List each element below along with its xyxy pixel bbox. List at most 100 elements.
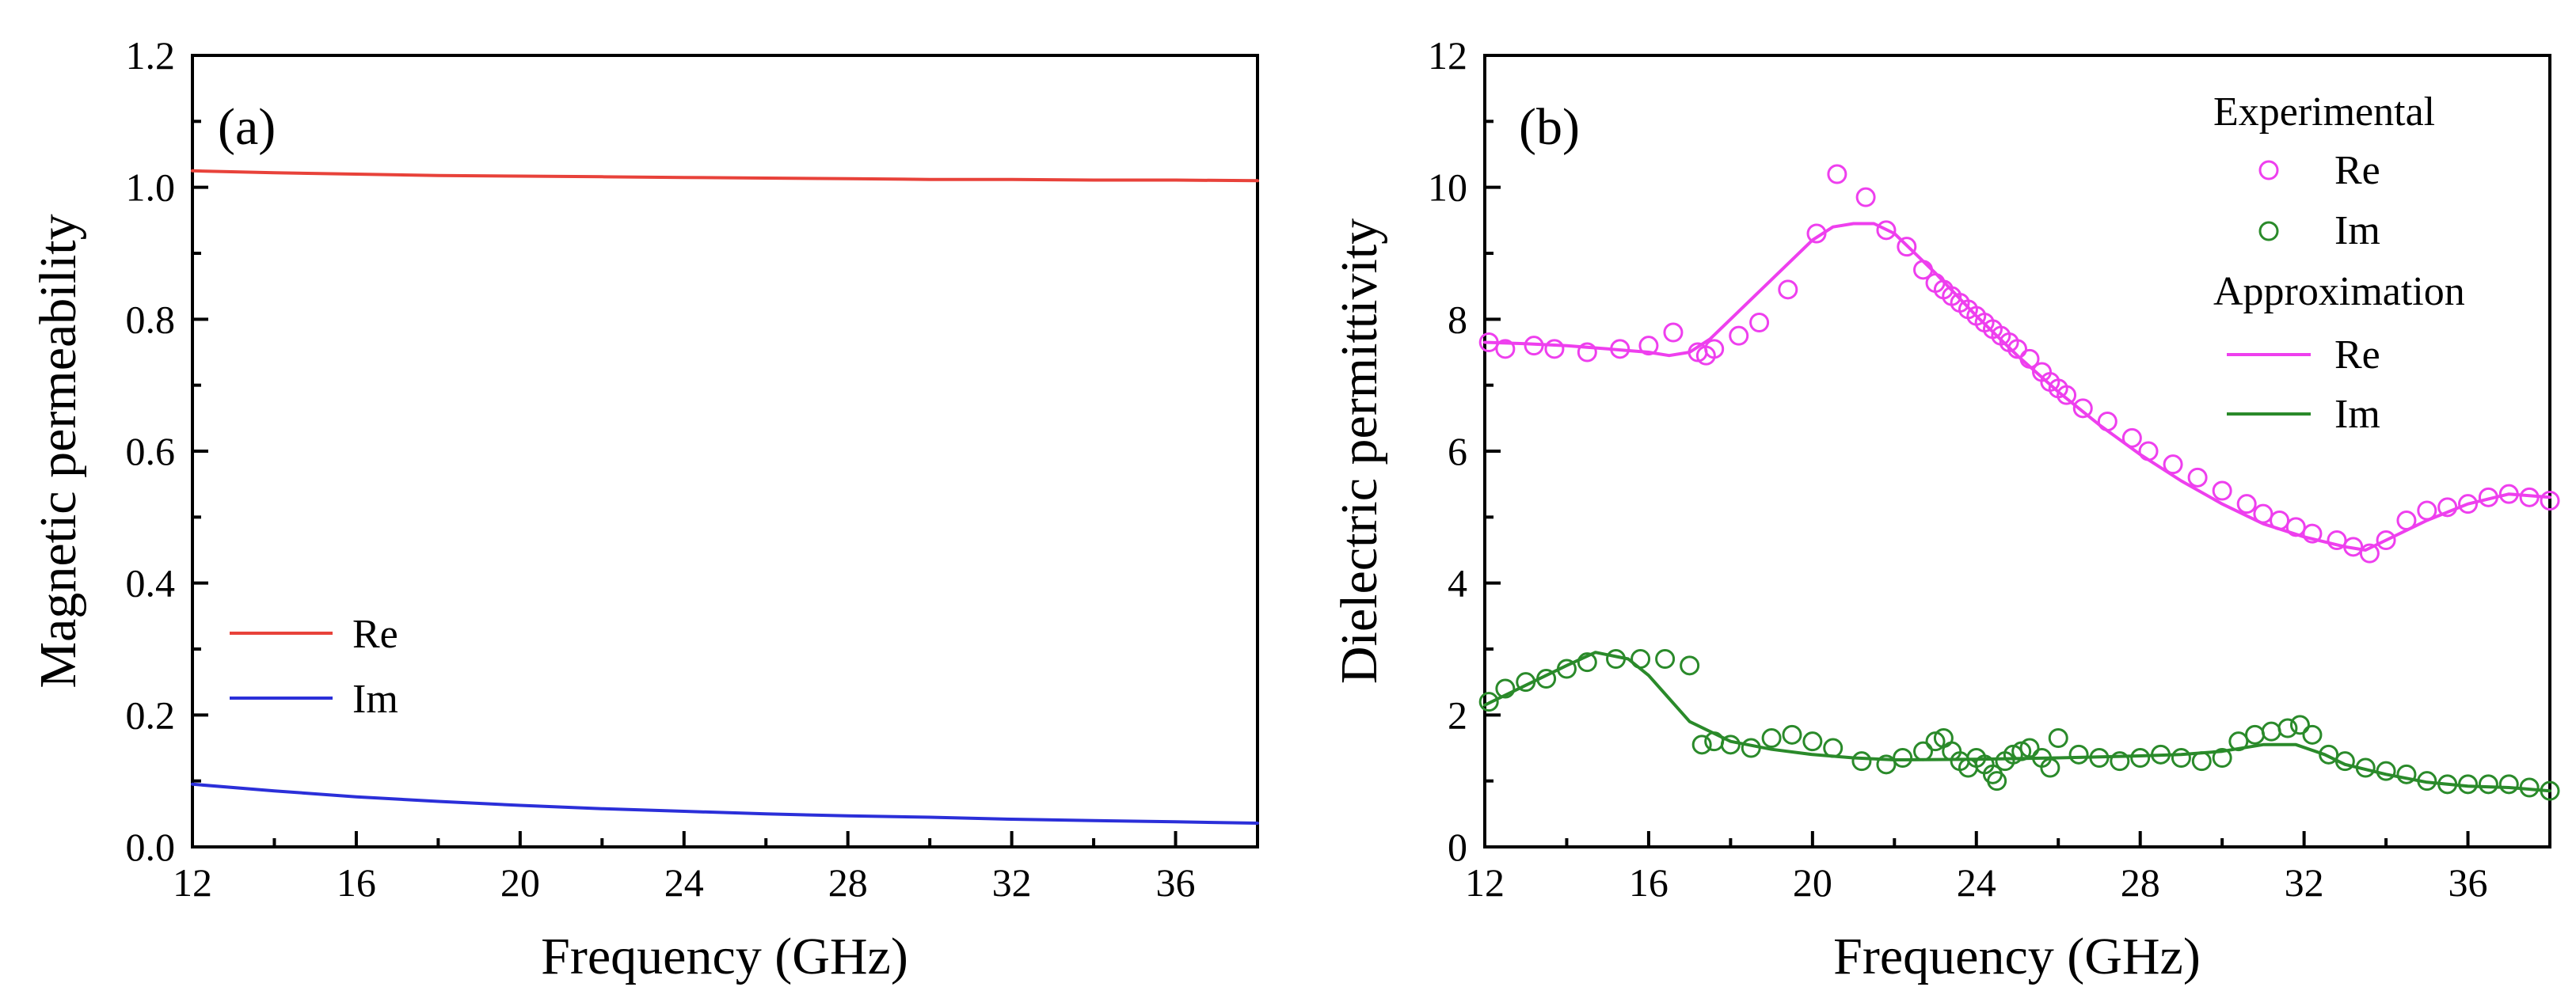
series-b — [1478, 164, 2560, 801]
data-point-experimental-im — [2277, 718, 2298, 738]
legend-a: Re Im — [230, 612, 398, 722]
series-line-approximation-re-b — [1483, 222, 2551, 552]
data-point-experimental-re — [2057, 385, 2077, 405]
legend-marker-re-experimental — [2258, 160, 2279, 180]
data-point-experimental-im — [1691, 735, 1712, 755]
data-point-experimental-im — [2245, 724, 2266, 745]
data-point-experimental-im — [1478, 692, 1499, 712]
x-axis-title-a: Frequency (GHz) — [541, 928, 908, 985]
y-tick-label-b: 8 — [1448, 297, 1467, 341]
data-point-experimental-im — [2068, 744, 2089, 765]
panel-label-a: (a) — [218, 98, 276, 156]
y-tick-label-a: 0.8 — [126, 297, 176, 341]
legend-label-re-approximation: Re — [2334, 332, 2380, 378]
y-tick-label-a: 0.2 — [126, 693, 176, 737]
legend-label-im-a: Im — [352, 677, 398, 722]
y-tick-label-a: 1.0 — [126, 165, 176, 210]
data-point-experimental-im — [2289, 715, 2310, 735]
data-point-experimental-im — [1851, 751, 1872, 772]
x-tick-label-a: 12 — [173, 860, 212, 905]
data-point-experimental-im — [1680, 655, 1700, 676]
data-point-experimental-im — [2261, 721, 2281, 742]
x-tick-label-b: 12 — [1465, 860, 1505, 905]
panel-a: 12 16 20 24 28 32 360.00.20.40.60.81.01.2 (a) … — [29, 33, 1259, 985]
data-point-experimental-im — [1782, 724, 1802, 745]
x-tick-label-b: 28 — [2121, 860, 2160, 905]
data-point-experimental-re — [2302, 523, 2323, 544]
legend-label-re-experimental: Re — [2334, 148, 2380, 193]
tick-labels-a: 12 16 20 24 28 32 36 0.0 0.2 0.4 0.6 0.8 1.0 1.2 — [126, 33, 1196, 905]
y-tick-label-b: 10 — [1428, 165, 1467, 210]
data-point-experimental-re — [1544, 339, 1565, 359]
x-tick-label-a: 32 — [992, 860, 1032, 905]
data-point-experimental-im — [1577, 652, 1597, 673]
legend-title-approximation: Approximation — [2213, 269, 2465, 314]
data-point-experimental-re — [1876, 220, 1897, 241]
data-point-experimental-im — [1823, 738, 1844, 758]
legend-marker-im-experimental — [2258, 221, 2279, 241]
y-tick-label-a: 0.0 — [126, 825, 176, 869]
x-tick-label-a: 28 — [828, 860, 868, 905]
data-point-experimental-re — [2212, 480, 2232, 501]
data-point-experimental-re — [2359, 543, 2380, 564]
x-tick-label-b: 32 — [2285, 860, 2324, 905]
data-point-experimental-re — [1855, 187, 1876, 207]
data-point-experimental-re — [1638, 336, 1659, 356]
data-point-experimental-im — [2191, 751, 2212, 772]
data-point-experimental-re — [1749, 313, 1770, 332]
y-axis-title-b: Dielectric permittivity — [1330, 218, 1388, 684]
data-point-experimental-im — [2110, 751, 2130, 772]
data-point-experimental-im — [2171, 748, 2191, 768]
x-tick-label-b: 24 — [1957, 860, 1996, 905]
data-point-experimental-re — [1663, 322, 1684, 343]
y-tick-label-b: 2 — [1448, 693, 1467, 737]
y-tick-label-b: 12 — [1428, 33, 1467, 78]
data-point-experimental-im — [2376, 761, 2396, 781]
y-tick-label-a: 0.4 — [126, 561, 176, 605]
data-point-experimental-im — [1761, 728, 1782, 748]
panel-label-b: (b) — [1519, 98, 1580, 156]
legend-label-re-a: Re — [352, 612, 398, 657]
x-axis-title-b: Frequency (GHz) — [1833, 928, 2201, 985]
y-tick-label-a: 0.6 — [126, 429, 176, 473]
data-point-experimental-re — [2187, 467, 2208, 488]
data-point-experimental-im — [2019, 738, 2040, 758]
data-point-experimental-im — [1655, 649, 1676, 669]
data-point-experimental-re — [2327, 530, 2347, 550]
legend-label-im-approximation: Im — [2334, 392, 2380, 437]
x-tick-label-a: 24 — [664, 860, 704, 905]
data-point-experimental-im — [1876, 754, 1897, 775]
data-point-experimental-im — [1893, 748, 1913, 768]
y-tick-label-b: 4 — [1448, 561, 1467, 605]
legend-label-im-experimental: Im — [2334, 208, 2380, 253]
ticks-b — [1483, 54, 2470, 848]
data-point-experimental-im — [1913, 741, 1934, 761]
data-point-experimental-im — [1802, 731, 1823, 752]
data-point-experimental-im — [2498, 774, 2519, 795]
series-a — [191, 169, 1259, 825]
data-point-experimental-im — [2396, 764, 2417, 784]
data-point-experimental-re — [2072, 398, 2093, 419]
data-point-experimental-im — [2212, 748, 2232, 768]
data-point-experimental-im — [2478, 774, 2498, 795]
data-point-experimental-re — [1778, 279, 1798, 300]
data-point-experimental-re — [2163, 454, 2183, 475]
data-point-experimental-im — [2048, 728, 2068, 748]
data-point-experimental-re — [1897, 237, 1917, 257]
series-line-im-a — [191, 782, 1259, 825]
x-tick-label-b: 36 — [2449, 860, 2488, 905]
data-point-experimental-im — [2130, 748, 2151, 768]
data-point-experimental-re — [1704, 339, 1725, 359]
y-tick-label-b: 0 — [1448, 825, 1467, 869]
data-point-experimental-re — [1827, 164, 1847, 184]
x-tick-label-a: 20 — [500, 860, 540, 905]
data-point-experimental-re — [2458, 494, 2479, 514]
data-point-experimental-im — [1495, 678, 1516, 699]
plot-frame-b — [1483, 54, 2551, 848]
y-tick-label-a: 1.2 — [126, 33, 176, 78]
x-tick-label-b: 20 — [1793, 860, 1832, 905]
data-point-experimental-re — [1495, 339, 1516, 359]
